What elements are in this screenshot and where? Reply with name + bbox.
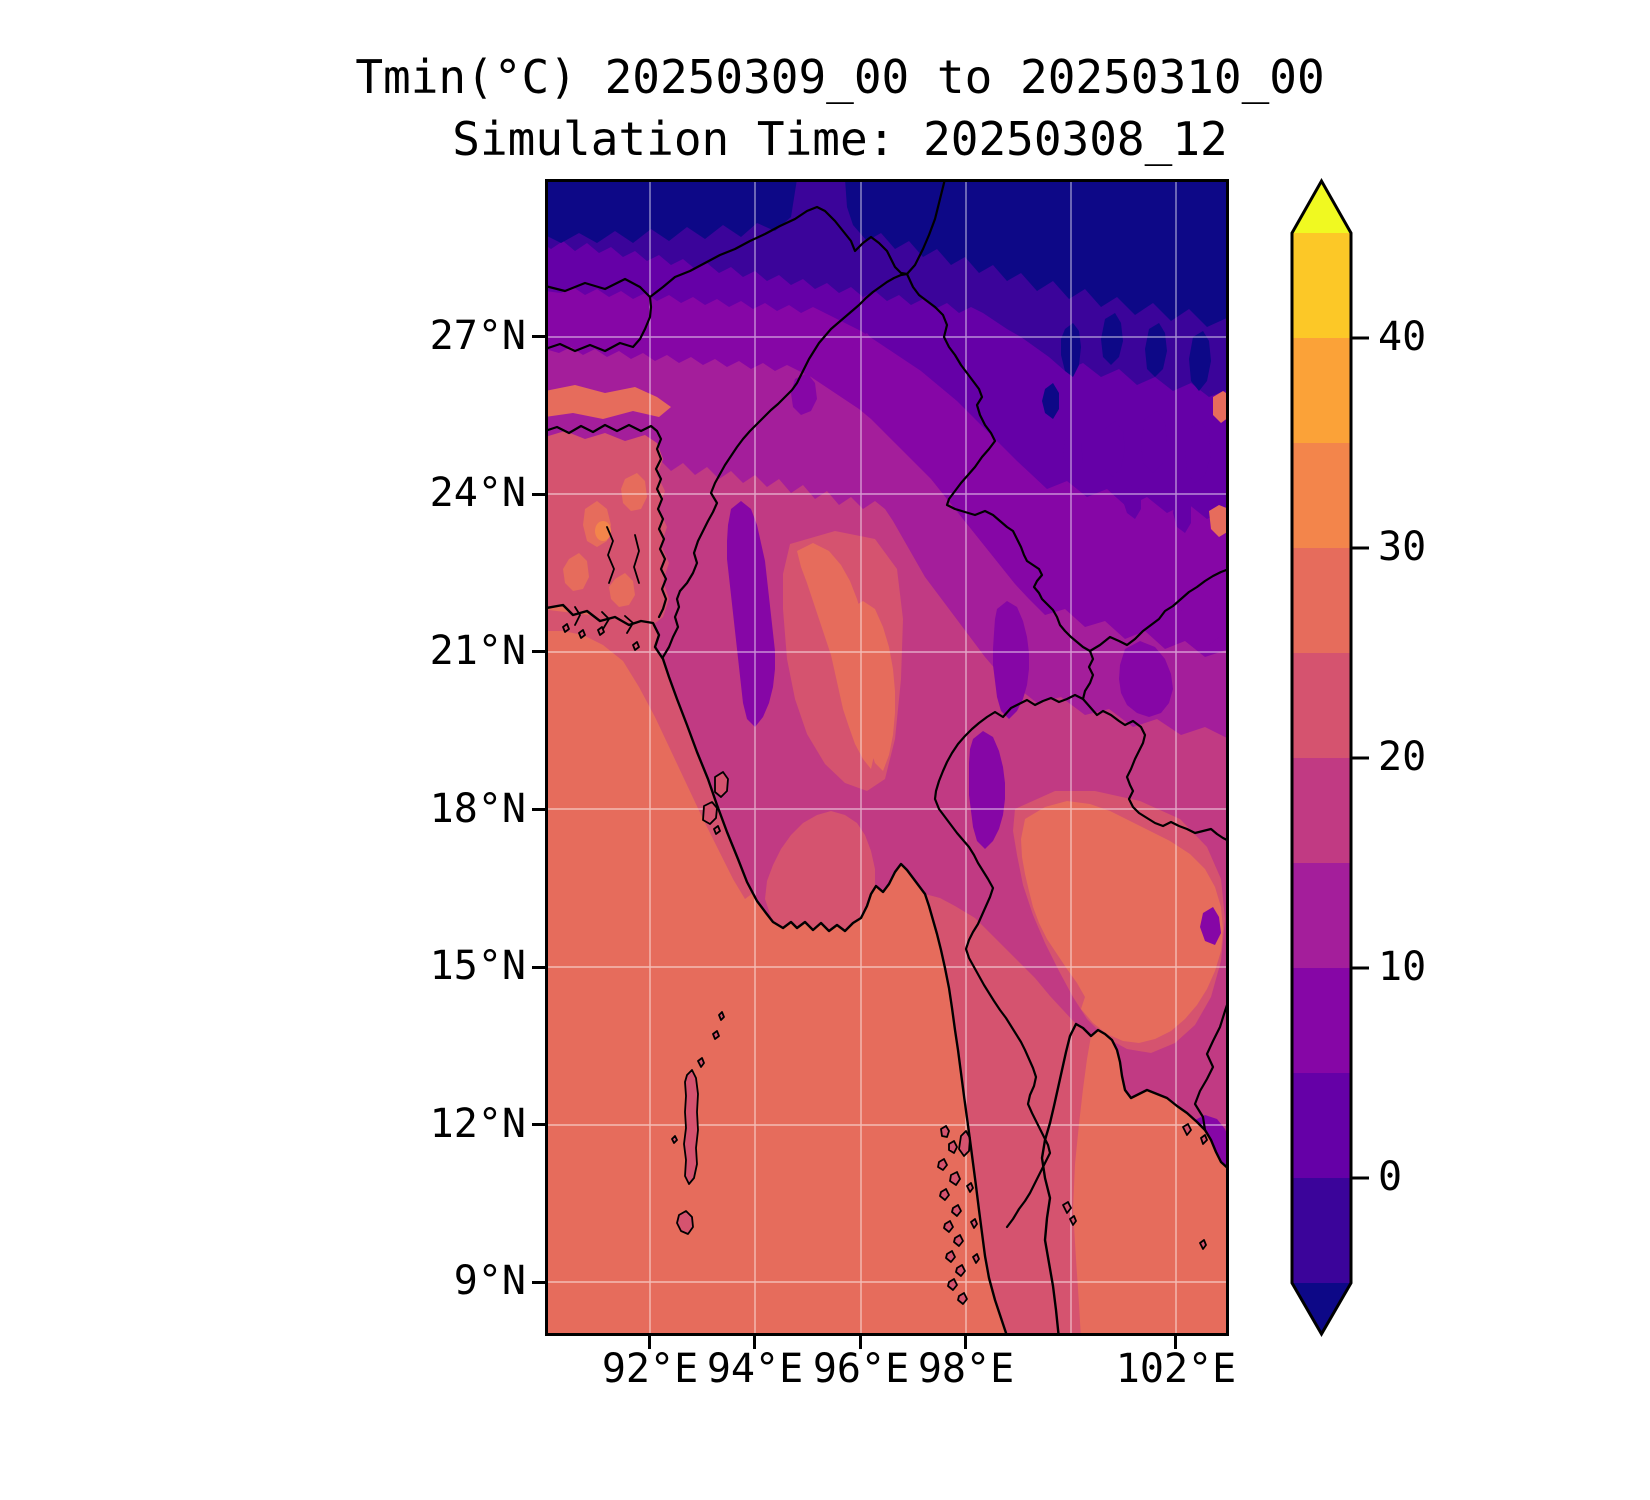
border-bhutan (545, 295, 653, 353)
border-china-myanmar (905, 272, 1092, 653)
y-tick-27n (532, 335, 546, 338)
x-tick-94e (753, 1336, 756, 1349)
colorbar-arrow-over (1292, 181, 1351, 233)
colorbar (1290, 177, 1369, 1337)
x-tick-label-92e: 92°E (601, 1346, 699, 1392)
colorbar-seg-40-45 (1292, 233, 1351, 338)
border-china-laos-vietnam (1088, 567, 1229, 653)
y-tick-9n (532, 1281, 546, 1284)
mountain-ridges (727, 333, 1229, 1169)
y-tick-label-24n: 24°N (429, 470, 526, 516)
country-borders (545, 179, 1229, 1229)
border-india-bangladesh (545, 423, 668, 619)
colorbar-label-10: 10 (1378, 944, 1427, 990)
x-tick-92e (648, 1336, 651, 1349)
island-shapes (562, 623, 1208, 1305)
y-tick-label-15n: 15°N (429, 943, 526, 989)
axes-spine (545, 179, 1229, 1336)
border-thai-myanmar (933, 693, 1085, 1229)
border-himalaya (545, 179, 947, 299)
y-tick-12n (532, 1123, 546, 1126)
y-tick-label-9n: 9°N (453, 1258, 526, 1304)
y-tick-21n (532, 650, 546, 653)
x-tick-98e (964, 1336, 967, 1349)
colorbar-seg-10-15 (1292, 863, 1351, 968)
x-tick-label-102e: 102°E (1115, 1346, 1237, 1392)
peninsula-land (925, 894, 1076, 1336)
hot-spot (595, 521, 611, 541)
gridlines (545, 179, 1229, 1336)
x-tick-96e (859, 1336, 862, 1349)
border-india-myanmar (678, 272, 909, 593)
x-tick-label-94e: 94°E (706, 1346, 804, 1392)
colorbar-ticks (1351, 336, 1369, 1180)
coastlines (545, 526, 1229, 1336)
x-tick-102e (1174, 1336, 1177, 1349)
cold-core-blobs (545, 179, 1229, 419)
temperature-field (545, 179, 1229, 1336)
colorbar-seg-35-40 (1292, 338, 1351, 443)
y-tick-label-21n: 21°N (429, 628, 526, 674)
plot-subtitle: Simulation Time: 20250308_12 (452, 112, 1228, 166)
coastline-west (545, 603, 1009, 1336)
y-tick-label-12n: 12°N (429, 1101, 526, 1147)
y-tick-label-18n: 18°N (429, 786, 526, 832)
colorbar-outline (1290, 177, 1353, 1337)
colorbar-seg-15-20 (1292, 758, 1351, 863)
colorbar-label-0: 0 (1378, 1154, 1403, 1200)
x-tick-label-96e: 96°E (812, 1346, 910, 1392)
colorbar-label-30: 30 (1378, 524, 1427, 570)
map-canvas (545, 179, 1229, 1336)
colorbar-arrow-under (1292, 1283, 1351, 1334)
yunnan-streaks (1063, 411, 1211, 533)
y-tick-18n (532, 808, 546, 811)
sea-gulf-of-thailand (1042, 1024, 1229, 1336)
y-tick-15n (532, 966, 546, 969)
x-tick-label-98e: 98°E (917, 1346, 1015, 1392)
colorbar-seg-20-25 (1292, 653, 1351, 758)
islands (562, 623, 1208, 1305)
delta-region (765, 811, 875, 932)
plot-title: Tmin(°C) 20250309_00 to 20250310_00 (355, 50, 1325, 104)
border-bangladesh-myanmar (661, 589, 682, 659)
colorbar-label-20: 20 (1378, 734, 1427, 780)
colorbar-seg-5-10 (1292, 968, 1351, 1073)
y-tick-label-27n: 27°N (429, 313, 526, 359)
border-thai-cambodia (1193, 997, 1229, 1132)
border-thai-laos (1081, 649, 1229, 843)
y-tick-24n (532, 493, 546, 496)
colorbar-label-40: 40 (1378, 314, 1427, 360)
colorbar-seg-30-35 (1292, 443, 1351, 548)
sea-bay-of-bengal (545, 605, 1007, 1336)
colorbar-seg-0-5 (1292, 1073, 1351, 1178)
colorbar-seg-25-30 (1292, 548, 1351, 653)
graticule (545, 179, 1229, 1336)
delta-creeks (574, 526, 640, 634)
colorbar-seg-m5-0 (1292, 1178, 1351, 1283)
coastline-gulf (1040, 1022, 1229, 1336)
assam-valley-warm (545, 385, 671, 419)
central-valley-warm (797, 543, 895, 771)
